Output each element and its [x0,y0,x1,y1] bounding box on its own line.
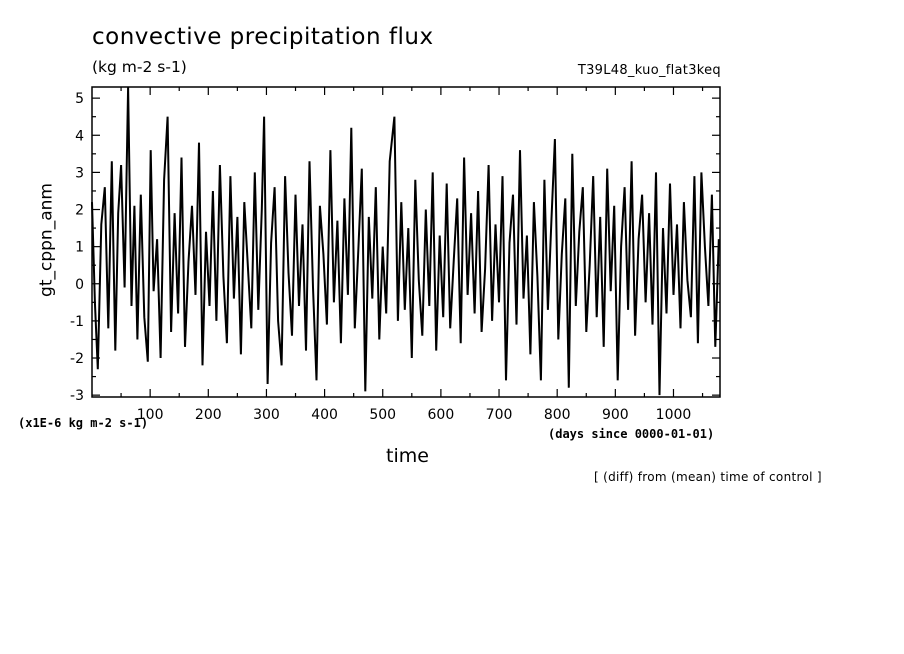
x-tick-label: 900 [602,407,629,423]
y-tick-label: 4 [75,128,84,144]
x-axis-label: time [386,445,429,467]
y-scale-label: (x1E-6 kg m-2 s-1) [18,416,149,430]
y-tick-label: 0 [75,277,84,293]
x-tick-label: 100 [137,407,164,423]
x-tick-label: 300 [253,407,280,423]
x-tick-label: 400 [311,407,338,423]
x-tick-label: 700 [486,407,513,423]
y-tick-label: 3 [75,165,84,181]
y-tick-label: 5 [75,91,84,107]
y-tick-label: -2 [70,351,84,367]
x-tick-label: 800 [544,407,571,423]
plot-frame [91,86,721,398]
x-unit-label: (days since 0000-01-01) [548,427,715,441]
x-tick-label: 600 [428,407,455,423]
x-tick-label: 1000 [656,407,692,423]
diff-note: [ (diff) from (mean) time of control ] [594,470,822,484]
chart-units: (kg m-2 s-1) [92,58,187,76]
series-line-0 [91,86,720,396]
run-label: T39L48_kuo_flat3keq [577,63,721,78]
axis-ticks [92,87,720,397]
chart-marks [91,86,720,396]
y-tick-label: -1 [70,314,84,330]
x-tick-label: 200 [195,407,222,423]
y-axis-label: gt_cppn_anm [36,183,57,297]
y-tick-label: -3 [70,388,84,404]
y-tick-label: 1 [75,240,84,256]
x-tick-label: 500 [369,407,396,423]
y-tick-label: 2 [75,203,84,219]
axis-tick-labels: 100 200 300 400 500 600 700 800 900 1000 -3 -2 -1 0 1 2… [70,91,691,423]
chart-title: convective precipitation flux [92,24,434,50]
